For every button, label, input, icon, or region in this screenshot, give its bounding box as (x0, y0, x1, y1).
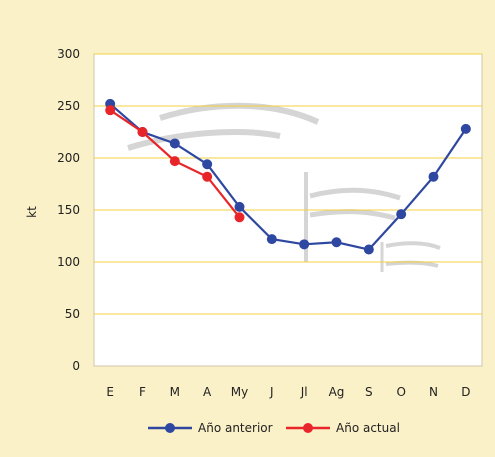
data-point (202, 171, 213, 182)
data-point (396, 209, 407, 220)
data-point (169, 138, 180, 149)
data-point (460, 123, 471, 134)
watermark-decoration (127, 102, 441, 272)
data-point (299, 239, 310, 250)
grid-lines (94, 53, 482, 315)
legend-label: Año actual (336, 421, 400, 435)
x-tick-label: Ag (329, 385, 345, 399)
data-point (202, 159, 213, 170)
y-tick-label: 0 (72, 359, 80, 373)
x-axis-ticks: E F M A My J Jl Ag S O N D (106, 385, 470, 399)
legend-marker (303, 423, 313, 433)
data-point (428, 171, 439, 182)
data-point (266, 234, 277, 245)
data-point (137, 127, 148, 137)
y-tick-label: 200 (57, 151, 80, 165)
x-tick-label: My (231, 385, 248, 399)
data-point (105, 105, 116, 116)
x-tick-label: Jl (300, 385, 308, 399)
data-point (331, 237, 342, 248)
series-layer (105, 98, 471, 255)
legend: Año anterior Año actual (148, 421, 400, 435)
y-axis-ticks: 0 50 100 150 200 250 300 (57, 47, 80, 373)
legend-label: Año anterior (198, 421, 273, 435)
y-axis-label: kt (25, 206, 39, 218)
x-tick-label: N (429, 385, 438, 399)
data-point (363, 244, 374, 255)
y-tick-label: 150 (57, 203, 80, 217)
x-tick-label: O (396, 385, 405, 399)
data-point (169, 156, 180, 167)
x-tick-label: E (106, 385, 114, 399)
x-tick-label: M (170, 385, 180, 399)
data-point (234, 201, 245, 212)
x-tick-label: A (203, 385, 212, 399)
legend-marker (165, 423, 175, 433)
y-tick-label: 300 (57, 47, 80, 61)
series-line (109, 103, 467, 251)
y-tick-label: 100 (57, 255, 80, 269)
x-tick-label: J (269, 385, 274, 399)
x-tick-label: F (139, 385, 146, 399)
data-point (234, 212, 245, 223)
x-tick-label: S (365, 385, 373, 399)
x-tick-label: D (461, 385, 470, 399)
y-tick-label: 50 (65, 307, 80, 321)
y-tick-label: 250 (57, 99, 80, 113)
